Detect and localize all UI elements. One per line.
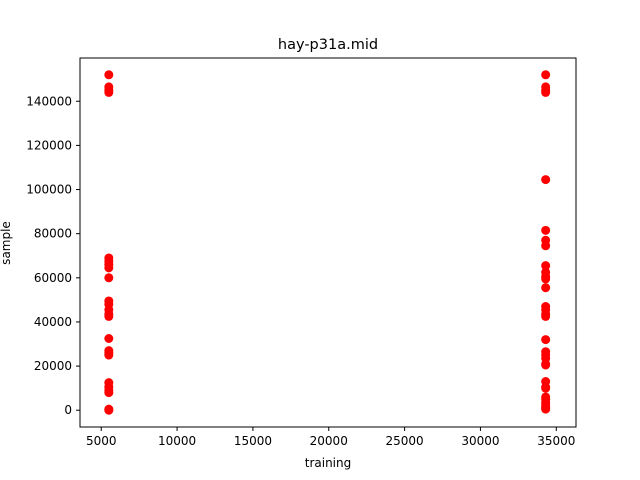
data-point	[541, 360, 551, 370]
data-point	[541, 241, 551, 251]
x-tick-label: 15000	[234, 434, 272, 448]
data-point	[104, 70, 114, 80]
data-point	[541, 404, 551, 414]
y-tick-label: 60000	[34, 271, 72, 285]
data-point	[541, 87, 551, 97]
data-point	[104, 350, 114, 360]
axis-ticks: 5000 10000 15000 20000 25000 30000 35000 0 20000…	[26, 94, 575, 448]
data-point	[541, 261, 551, 271]
data-point	[541, 225, 551, 235]
plot-frame	[79, 57, 577, 428]
chart-title: hay-p31a.mid	[278, 37, 378, 53]
data-points	[104, 70, 551, 415]
data-point	[541, 311, 551, 321]
data-point	[541, 274, 551, 284]
data-point	[541, 383, 551, 393]
x-tick-label: 30000	[461, 434, 499, 448]
x-tick-label: 5000	[86, 434, 117, 448]
data-point	[541, 175, 551, 185]
y-axis-label: sample	[0, 221, 13, 265]
y-tick-label: 140000	[26, 94, 72, 108]
data-point	[104, 311, 114, 321]
x-tick-label: 10000	[158, 434, 196, 448]
x-tick-label: 25000	[386, 434, 424, 448]
x-tick-label: 20000	[310, 434, 348, 448]
y-tick-label: 40000	[34, 315, 72, 329]
y-tick-label: 80000	[34, 227, 72, 241]
data-point	[104, 388, 114, 398]
data-point	[104, 334, 114, 344]
y-tick-label: 0	[64, 403, 72, 417]
x-tick-label: 35000	[537, 434, 575, 448]
data-point	[541, 70, 551, 80]
data-point	[104, 87, 114, 97]
data-point	[541, 283, 551, 293]
data-point	[541, 335, 551, 345]
data-point	[104, 263, 114, 273]
y-tick-label: 100000	[26, 183, 72, 197]
data-point	[104, 405, 114, 415]
y-tick-label: 120000	[26, 138, 72, 152]
x-axis-label: training	[305, 456, 352, 470]
y-tick-label: 20000	[34, 359, 72, 373]
data-point	[104, 273, 114, 283]
